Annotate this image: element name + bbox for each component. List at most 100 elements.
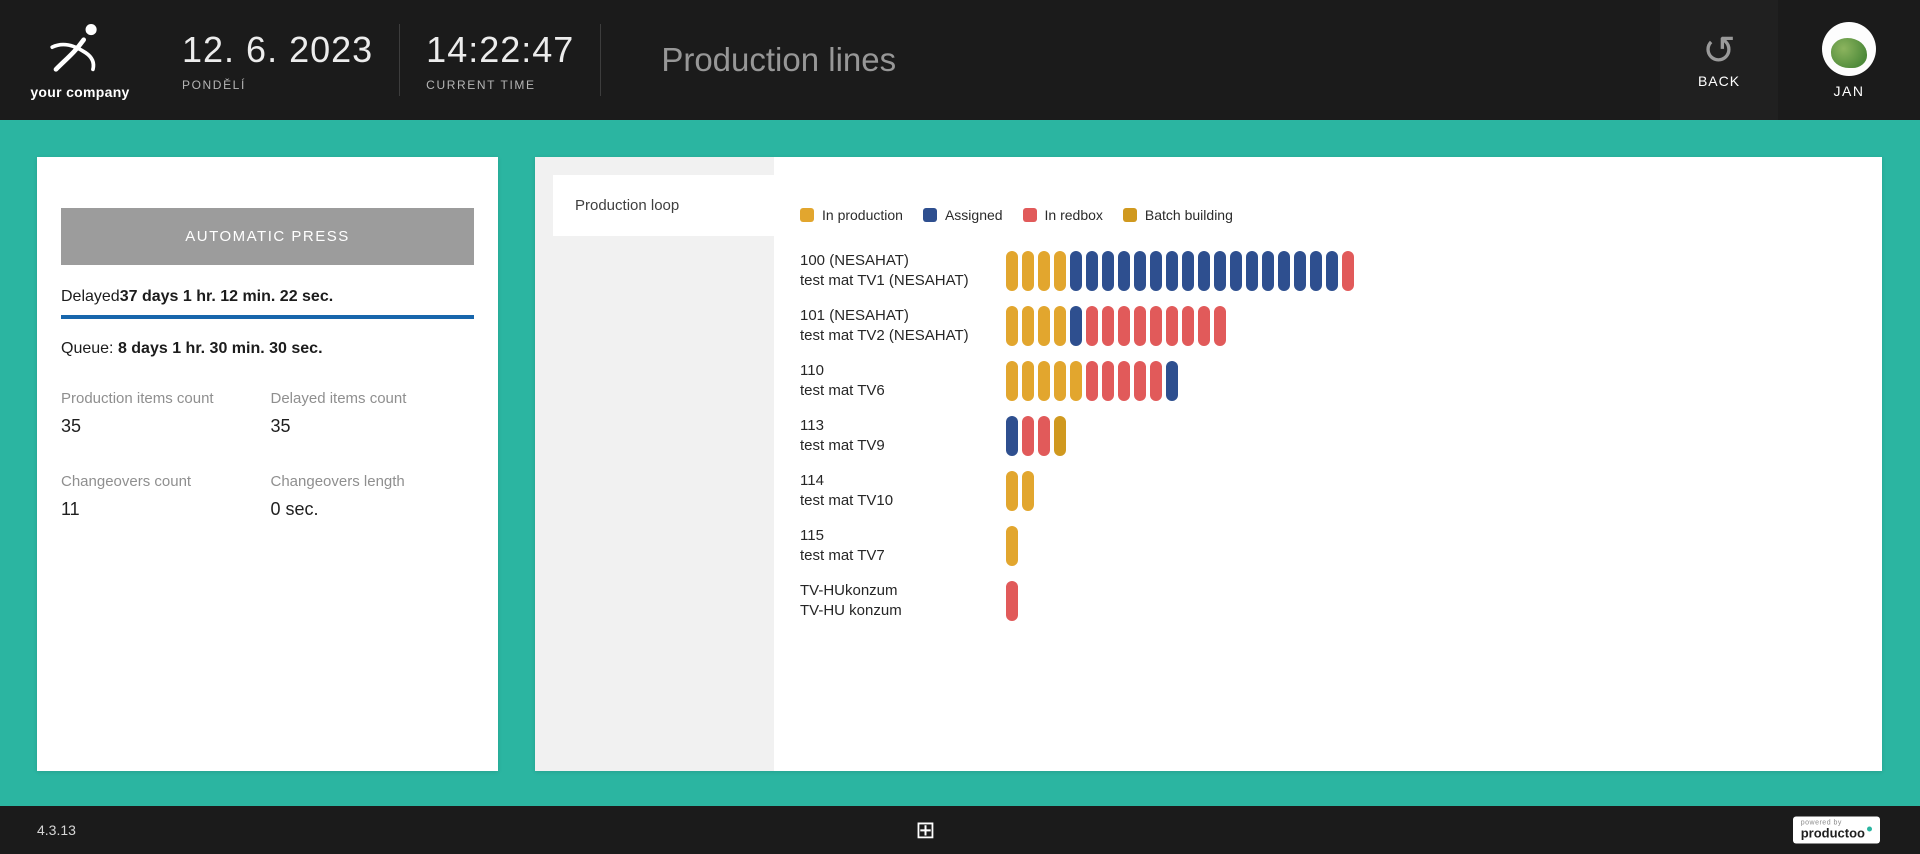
chart-row[interactable]: 114 test mat TV10 — [800, 463, 1852, 518]
date-block: 12. 6. 2023 PONDĚLÍ — [182, 0, 373, 120]
item-bar-redbox[interactable] — [1198, 305, 1210, 346]
legend-label: Assigned — [944, 207, 1003, 223]
item-bar-redbox[interactable] — [1134, 305, 1146, 346]
item-bar-assigned[interactable] — [1118, 250, 1130, 291]
item-bar-redbox[interactable] — [1006, 580, 1018, 621]
item-bar-assigned[interactable] — [1006, 415, 1018, 456]
item-bar-assigned[interactable] — [1166, 360, 1178, 401]
current-time: 14:22:47 — [426, 28, 575, 70]
item-bar-production[interactable] — [1006, 360, 1018, 401]
header: your company 12. 6. 2023 PONDĚLÍ 14:22:4… — [0, 0, 1920, 120]
item-bar-redbox[interactable] — [1166, 305, 1178, 346]
company-logo[interactable]: your company — [0, 0, 160, 120]
item-bar-redbox[interactable] — [1134, 360, 1146, 401]
item-bar-assigned[interactable] — [1070, 250, 1082, 291]
user-menu[interactable]: JAN — [1778, 0, 1920, 120]
item-bar-production[interactable] — [1054, 250, 1066, 291]
item-bar-redbox[interactable] — [1118, 360, 1130, 401]
item-bar-redbox[interactable] — [1214, 305, 1226, 346]
item-bar-assigned[interactable] — [1134, 250, 1146, 291]
row-material: test mat TV6 — [800, 381, 885, 399]
row-material: test mat TV1 (NESAHAT) — [800, 271, 969, 289]
item-bar-redbox[interactable] — [1182, 305, 1194, 346]
machine-button[interactable]: AUTOMATIC PRESS — [61, 208, 474, 265]
item-bar-assigned[interactable] — [1166, 250, 1178, 291]
chart-row[interactable]: 115 test mat TV7 — [800, 518, 1852, 573]
item-bar-production[interactable] — [1022, 305, 1034, 346]
item-bar-redbox[interactable] — [1086, 305, 1098, 346]
stat-value: 11 — [61, 499, 80, 519]
row-bars — [1006, 415, 1066, 456]
chart-row[interactable]: 101 (NESAHAT) test mat TV2 (NESAHAT) — [800, 298, 1852, 353]
row-bars — [1006, 580, 1018, 621]
row-label: 100 (NESAHAT) test mat TV1 (NESAHAT) — [800, 251, 1006, 291]
item-bar-production[interactable] — [1006, 470, 1018, 511]
chart-legend: In production Assigned In redbox Batch buil… — [800, 207, 1852, 223]
stat-cell: Changeovers count 11 — [61, 473, 265, 520]
production-chart: In production Assigned In redbox Batch buil… — [774, 157, 1882, 771]
row-name: 115 — [800, 526, 824, 544]
item-bar-production[interactable] — [1006, 305, 1018, 346]
item-bar-assigned[interactable] — [1294, 250, 1306, 291]
item-bar-assigned[interactable] — [1198, 250, 1210, 291]
item-bar-redbox[interactable] — [1150, 360, 1162, 401]
item-bar-redbox[interactable] — [1022, 415, 1034, 456]
item-bar-production[interactable] — [1006, 250, 1018, 291]
chart-row[interactable]: 110 test mat TV6 — [800, 353, 1852, 408]
legend-swatch — [800, 208, 814, 222]
item-bar-production[interactable] — [1022, 470, 1034, 511]
item-bar-redbox[interactable] — [1102, 305, 1114, 346]
item-bar-batch[interactable] — [1054, 415, 1066, 456]
stat-label: Changeovers length — [270, 473, 405, 490]
item-bar-redbox[interactable] — [1118, 305, 1130, 346]
item-bar-production[interactable] — [1038, 360, 1050, 401]
item-bar-assigned[interactable] — [1326, 250, 1338, 291]
item-bar-redbox[interactable] — [1150, 305, 1162, 346]
item-bar-production[interactable] — [1070, 360, 1082, 401]
current-time-label: CURRENT TIME — [426, 77, 536, 92]
back-button[interactable]: ↺ BACK — [1660, 0, 1778, 120]
chart-row[interactable]: 113 test mat TV9 — [800, 408, 1852, 463]
tab-production-loop[interactable]: Production loop — [553, 175, 774, 236]
legend-label: In redbox — [1044, 207, 1103, 223]
item-bar-assigned[interactable] — [1230, 250, 1242, 291]
avatar — [1822, 21, 1876, 76]
item-bar-production[interactable] — [1054, 305, 1066, 346]
item-bar-production[interactable] — [1038, 250, 1050, 291]
legend-label: Batch building — [1144, 207, 1233, 223]
item-bar-redbox[interactable] — [1038, 415, 1050, 456]
item-bar-assigned[interactable] — [1214, 250, 1226, 291]
item-bar-redbox[interactable] — [1102, 360, 1114, 401]
chart-row[interactable]: 100 (NESAHAT) test mat TV1 (NESAHAT) — [800, 243, 1852, 298]
item-bar-assigned[interactable] — [1310, 250, 1322, 291]
item-bar-production[interactable] — [1006, 525, 1018, 566]
chart-row[interactable]: TV-HUkonzum TV-HU konzum — [800, 573, 1852, 628]
item-bar-redbox[interactable] — [1086, 360, 1098, 401]
delayed-value: 37 days 1 hr. 12 min. 22 sec. — [119, 288, 334, 305]
stat-cell: Changeovers length 0 sec. — [271, 473, 475, 520]
item-bar-assigned[interactable] — [1150, 250, 1162, 291]
item-bar-production[interactable] — [1022, 250, 1034, 291]
item-bar-assigned[interactable] — [1182, 250, 1194, 291]
item-bar-production[interactable] — [1022, 360, 1034, 401]
row-name: 114 — [800, 471, 824, 489]
item-bar-assigned[interactable] — [1086, 250, 1098, 291]
row-bars — [1006, 360, 1178, 401]
row-name: TV-HUkonzum — [800, 581, 898, 599]
item-bar-production[interactable] — [1054, 360, 1066, 401]
item-bar-assigned[interactable] — [1070, 305, 1082, 346]
item-bar-assigned[interactable] — [1246, 250, 1258, 291]
item-bar-assigned[interactable] — [1278, 250, 1290, 291]
item-bar-redbox[interactable] — [1342, 250, 1354, 291]
company-logo-icon — [50, 23, 97, 72]
delayed-line: Delayed37 days 1 hr. 12 min. 22 sec. — [61, 288, 474, 306]
legend-swatch — [922, 208, 937, 222]
row-bars — [1006, 305, 1226, 346]
stat-cell: Production items count 35 — [61, 390, 265, 437]
grid-icon[interactable]: ⊞ — [915, 816, 936, 844]
item-bar-assigned[interactable] — [1262, 250, 1274, 291]
stat-value: 35 — [61, 416, 82, 436]
delayed-label: Delayed — [61, 288, 120, 305]
item-bar-assigned[interactable] — [1102, 250, 1114, 291]
item-bar-production[interactable] — [1038, 305, 1050, 346]
